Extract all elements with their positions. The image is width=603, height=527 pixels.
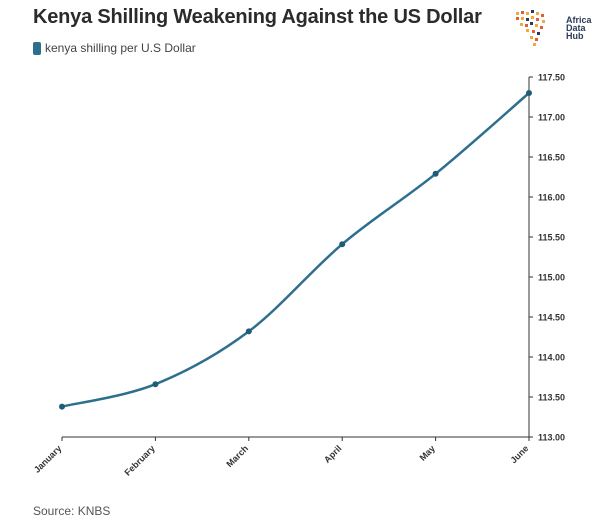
source-note: Source: KNBS [33,504,111,518]
y-tick-label: 117.50 [538,73,565,83]
y-tick-label: 116.50 [538,153,565,163]
logo-text: Africa Data Hub [566,15,592,41]
legend: kenya shilling per U.S Dollar [33,41,196,55]
y-tick-label: 117.00 [538,113,565,123]
x-tick-label: May [418,443,437,462]
data-point [245,328,252,335]
legend-label: kenya shilling per U.S Dollar [45,41,196,55]
x-tick-label: February [123,443,157,477]
y-tick-label: 114.00 [538,353,565,363]
data-point [339,241,346,248]
x-tick-label: January [32,443,63,474]
y-tick-label: 114.50 [538,313,565,323]
x-tick-label: April [322,443,344,465]
africa-data-hub-logo-icon [516,10,545,46]
data-point [526,90,532,96]
x-tick-label: March [224,443,250,469]
chart-title: Kenya Shilling Weakening Against the US … [33,6,482,28]
x-tick-label: June [508,443,530,465]
data-point [152,381,159,388]
y-tick-label: 113.50 [538,393,565,403]
series-line [61,92,530,408]
legend-swatch [33,41,41,55]
data-point [432,170,439,177]
y-tick-label: 115.50 [538,233,565,243]
y-tick-label: 115.00 [538,273,565,283]
y-tick-label: 116.00 [538,193,565,203]
y-tick-label: 113.00 [538,433,565,443]
data-point [59,403,65,410]
